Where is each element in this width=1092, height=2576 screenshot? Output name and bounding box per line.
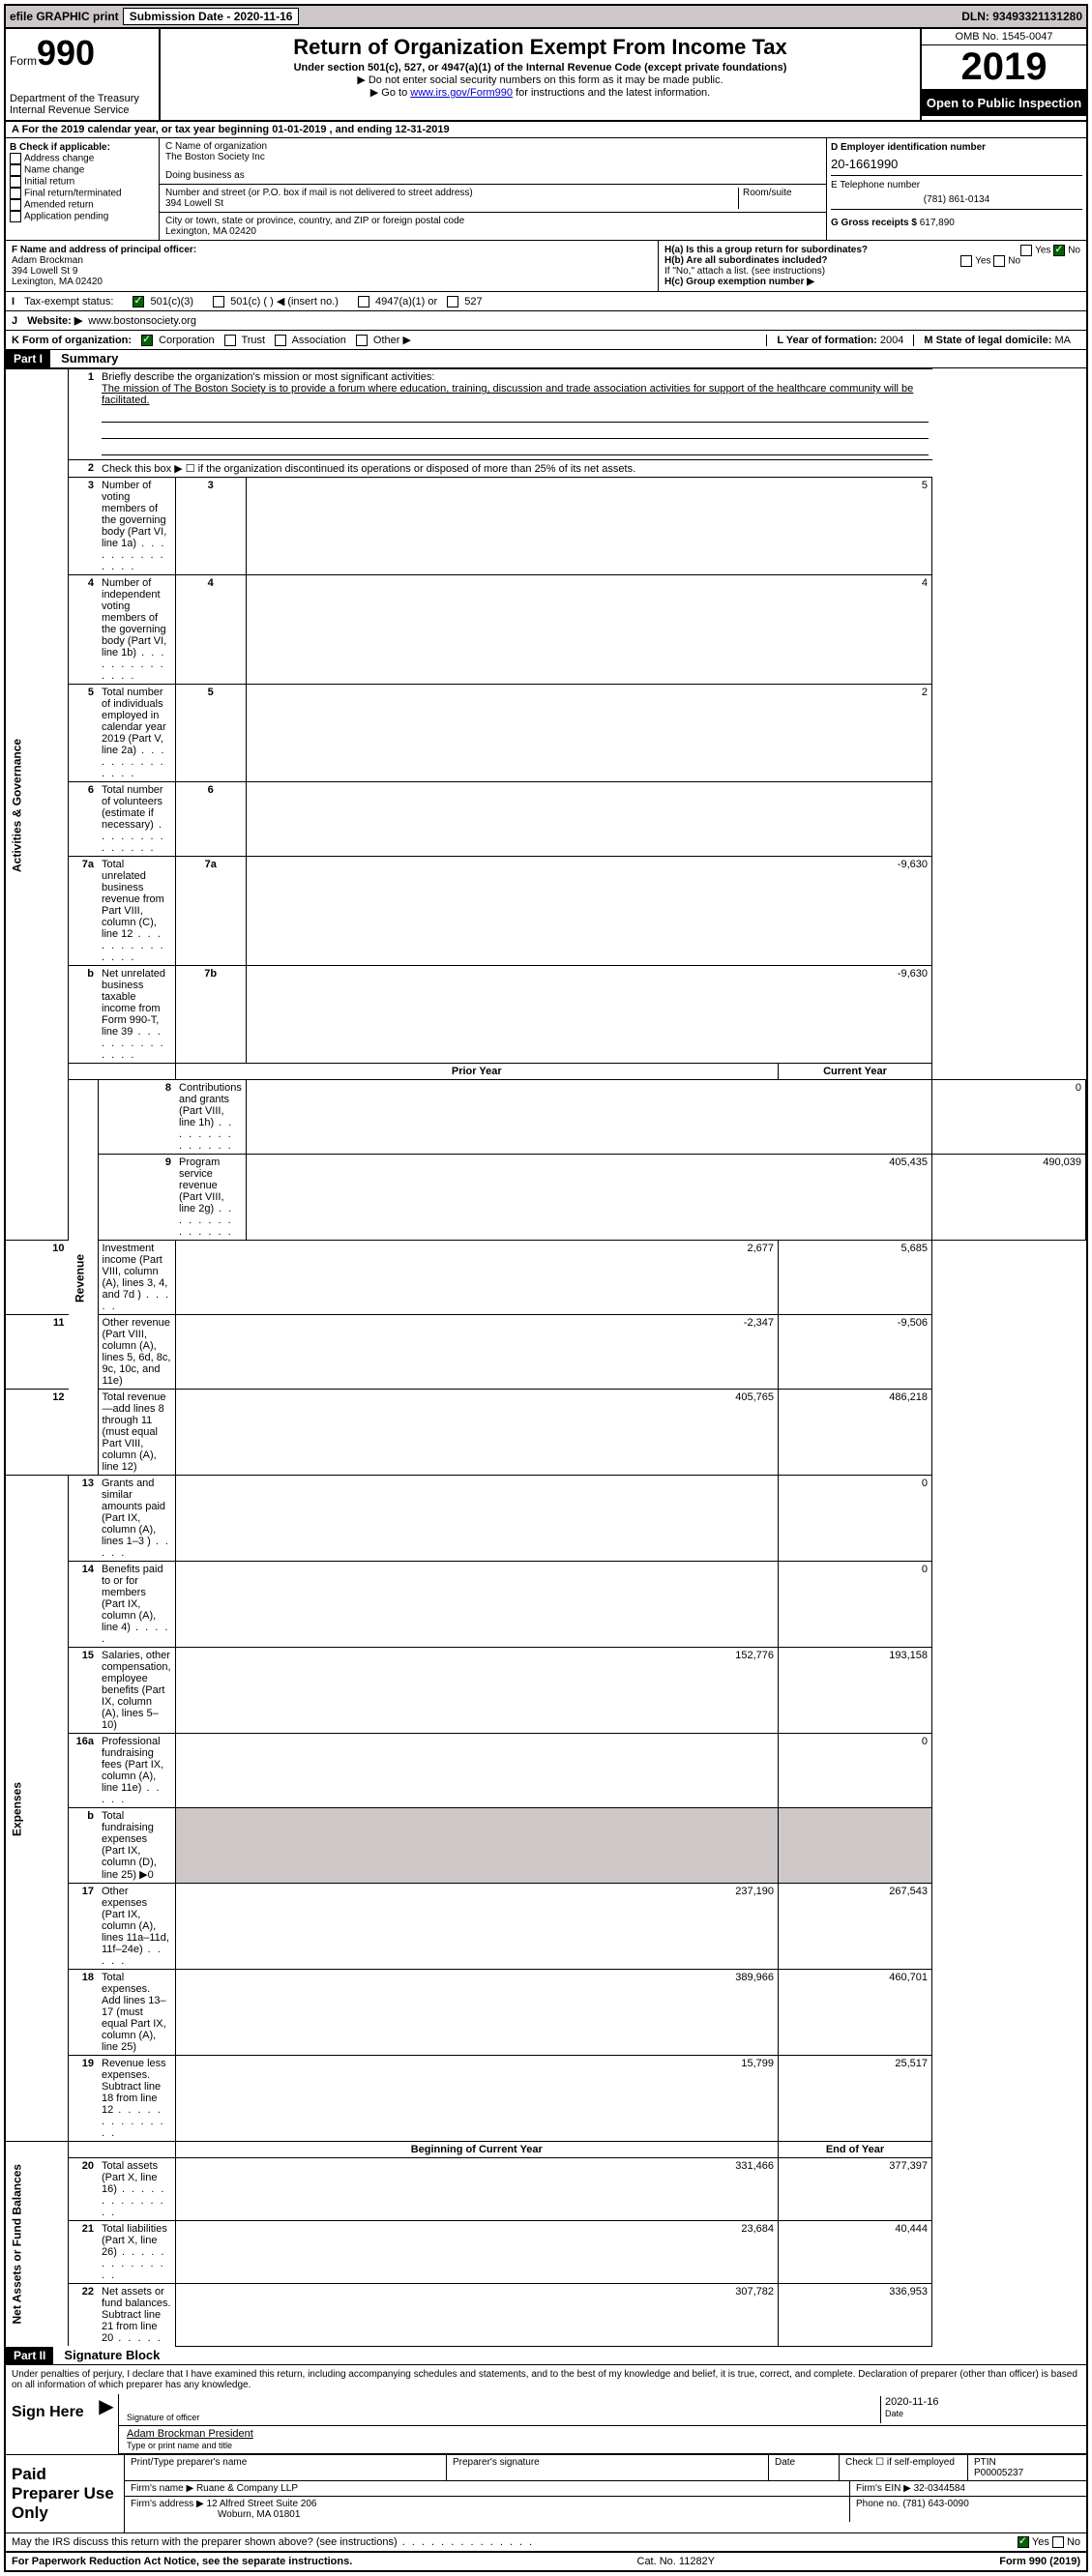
- org-name: The Boston Society Inc: [165, 152, 820, 162]
- section-d-e-g: D Employer identification number 20-1661…: [827, 138, 1086, 240]
- section-k-l-m: K Form of organization: Corporation Trus…: [6, 331, 1086, 350]
- section-b: B Check if applicable: Address change Na…: [6, 138, 160, 240]
- 501c3-checkbox[interactable]: [133, 296, 144, 307]
- initial-return-checkbox[interactable]: [10, 176, 21, 188]
- section-j: J Website: ▶ www.bostonsociety.org: [6, 311, 1086, 331]
- revenue-label: Revenue: [69, 1080, 99, 1476]
- omb-number: OMB No. 1545-0047: [922, 29, 1086, 45]
- open-to-public: Open to Public Inspection: [922, 90, 1086, 116]
- form-title: Return of Organization Exempt From Incom…: [164, 35, 916, 60]
- sign-here-block: Sign Here ▶ Signature of officer 2020-11…: [6, 2394, 1086, 2455]
- ein: 20-1661990: [831, 153, 1082, 175]
- ha-yes-checkbox[interactable]: [1020, 245, 1032, 256]
- association-checkbox[interactable]: [275, 335, 286, 346]
- address-change-checkbox[interactable]: [10, 153, 21, 164]
- org-website: www.bostonsociety.org: [88, 315, 196, 327]
- header-right: OMB No. 1545-0047 2019 Open to Public In…: [920, 29, 1086, 120]
- corporation-checkbox[interactable]: [141, 335, 153, 346]
- ha-no-checkbox[interactable]: [1053, 245, 1065, 256]
- phone: (781) 861-0134: [831, 190, 1082, 209]
- final-return-checkbox[interactable]: [10, 188, 21, 199]
- hb-yes-checkbox[interactable]: [960, 255, 972, 267]
- footer: For Paperwork Reduction Act Notice, see …: [6, 2553, 1086, 2570]
- declaration: Under penalties of perjury, I declare th…: [6, 2365, 1086, 2394]
- other-checkbox[interactable]: [356, 335, 368, 346]
- paid-preparer-block: Paid Preparer Use Only Print/Type prepar…: [6, 2455, 1086, 2533]
- discuss-no-checkbox[interactable]: [1052, 2536, 1064, 2548]
- gross-receipts: 617,890: [920, 218, 955, 228]
- discuss-yes-checkbox[interactable]: [1018, 2536, 1029, 2548]
- amended-return-checkbox[interactable]: [10, 199, 21, 211]
- arrow-icon: ▶: [95, 2394, 118, 2454]
- trust-checkbox[interactable]: [224, 335, 236, 346]
- 527-checkbox[interactable]: [447, 296, 458, 307]
- net-assets-label: Net Assets or Fund Balances: [6, 2142, 69, 2347]
- part-ii-header: Part II Signature Block: [6, 2347, 1086, 2365]
- part-i-header: Part I Summary: [6, 350, 1086, 368]
- line-a: A For the 2019 calendar year, or tax yea…: [6, 122, 1086, 138]
- 501c-checkbox[interactable]: [213, 296, 224, 307]
- form-990-container: efile GRAPHIC print Submission Date - 20…: [4, 4, 1088, 2572]
- discuss-row: May the IRS discuss this return with the…: [6, 2533, 1086, 2553]
- application-pending-checkbox[interactable]: [10, 211, 21, 222]
- section-i: I Tax-exempt status: 501(c)(3) 501(c) ( …: [6, 292, 1086, 311]
- name-change-checkbox[interactable]: [10, 164, 21, 176]
- section-c: C Name of organization The Boston Societ…: [160, 138, 827, 240]
- dln: DLN: 93493321131280: [961, 10, 1082, 23]
- org-city: Lexington, MA 02420: [165, 226, 820, 237]
- section-f-h: F Name and address of principal officer:…: [6, 241, 1086, 292]
- expenses-label: Expenses: [6, 1476, 69, 2142]
- submission-date-box: Submission Date - 2020-11-16: [123, 8, 300, 25]
- entity-block: B Check if applicable: Address change Na…: [6, 138, 1086, 241]
- tax-year: 2019: [922, 45, 1086, 90]
- irs-form990-link[interactable]: www.irs.gov/Form990: [410, 87, 513, 99]
- top-bar: efile GRAPHIC print Submission Date - 20…: [6, 6, 1086, 29]
- hb-no-checkbox[interactable]: [993, 255, 1005, 267]
- header-left: Form990 Department of the Treasury Inter…: [6, 29, 161, 120]
- header-center: Return of Organization Exempt From Incom…: [161, 29, 920, 120]
- org-address: 394 Lowell St: [165, 198, 738, 209]
- mission-text: The mission of The Boston Society is to …: [102, 383, 913, 406]
- form-header: Form990 Department of the Treasury Inter…: [6, 29, 1086, 122]
- efile-label: efile GRAPHIC print: [10, 10, 119, 23]
- summary-table: Activities & Governance 1 Briefly descri…: [6, 368, 1086, 2347]
- activities-governance-label: Activities & Governance: [6, 369, 69, 1241]
- 4947-checkbox[interactable]: [358, 296, 369, 307]
